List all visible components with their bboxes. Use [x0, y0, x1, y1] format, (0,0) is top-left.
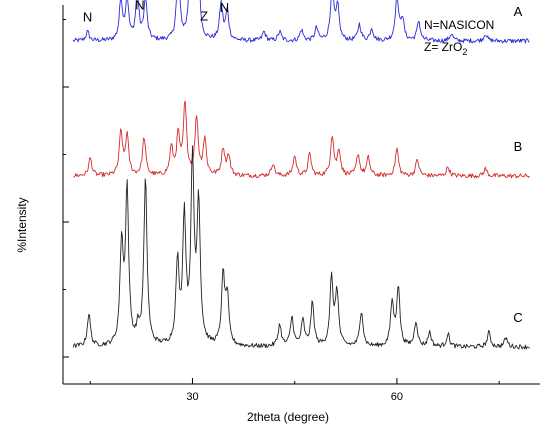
- plot-frame: [62, 5, 540, 385]
- peak-label-n: N: [220, 0, 229, 15]
- legend-line-zro2: Z= ZrO2: [424, 40, 467, 57]
- peak-annotations: NNNNZNNN: [83, 0, 229, 25]
- x-tick-label: 60: [391, 391, 403, 403]
- legend-line-nasicon: N=NASICON: [424, 18, 494, 32]
- series-label-c: C: [513, 310, 522, 325]
- x-axis-label: 2theta (degree): [247, 410, 329, 424]
- series-line-c: [72, 145, 530, 350]
- series-line-a: [72, 0, 530, 44]
- legend: N=NASICON Z= ZrO2: [424, 18, 494, 57]
- peak-label-n: N: [83, 10, 92, 25]
- series-label-b: B: [514, 139, 523, 154]
- series-line-b: [73, 100, 530, 179]
- legend-subscript-2: 2: [462, 47, 467, 57]
- legend-zro-text: Z= ZrO: [424, 40, 462, 54]
- axis-ticks: 30 60: [63, 19, 500, 403]
- y-axis-label: %Intensity: [15, 197, 29, 252]
- x-tick-label: 30: [186, 391, 198, 403]
- peak-label-z: Z: [200, 8, 208, 23]
- series-label-a: A: [514, 4, 523, 19]
- peak-label-n: N: [135, 0, 144, 12]
- curves: A B C: [72, 0, 530, 350]
